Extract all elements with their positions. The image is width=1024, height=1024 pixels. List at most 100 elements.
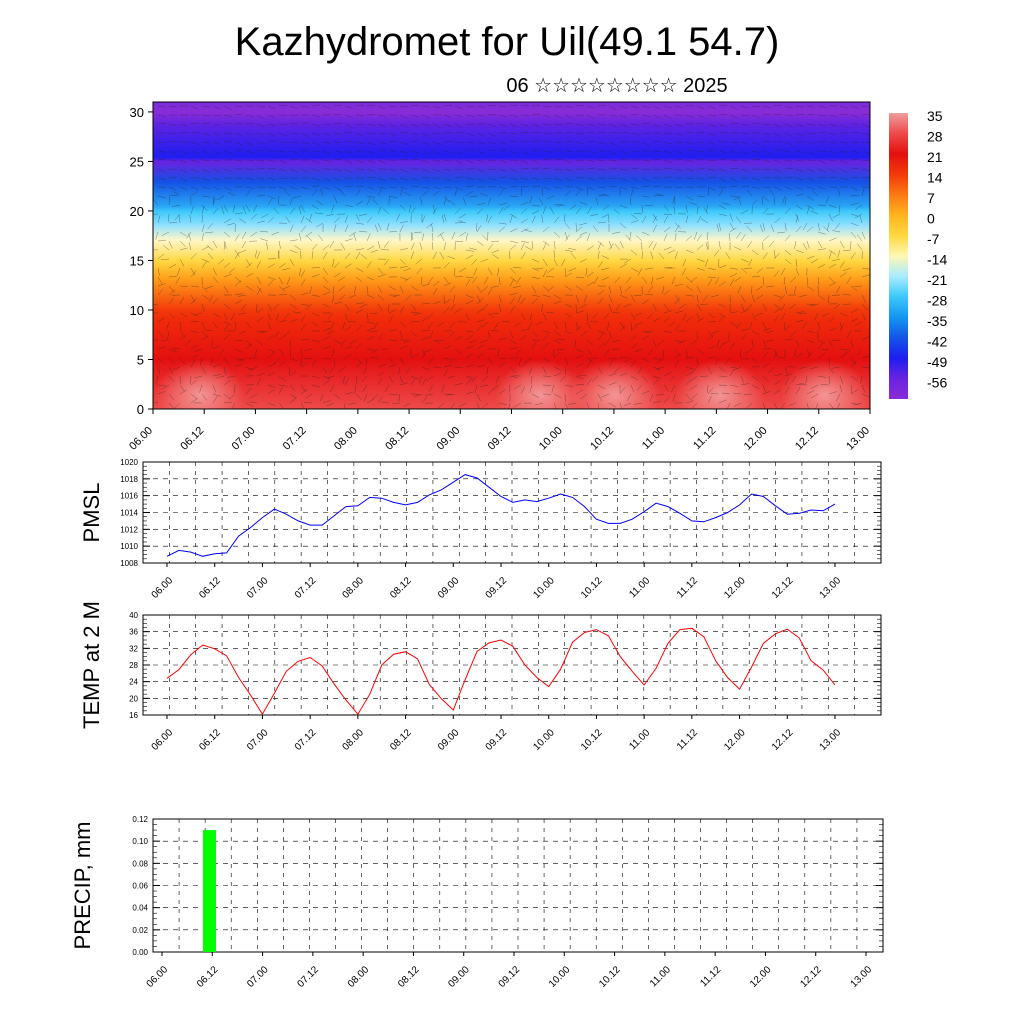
wind-barb bbox=[454, 141, 463, 144]
wind-barb bbox=[542, 114, 551, 118]
wind-barb bbox=[674, 123, 683, 127]
wind-barb bbox=[311, 177, 320, 181]
y-tick-label: 15 bbox=[130, 253, 144, 268]
wind-barb bbox=[482, 303, 489, 311]
wind-barb bbox=[443, 186, 452, 189]
wind-barb bbox=[432, 132, 442, 134]
wind-barb bbox=[179, 168, 188, 173]
wind-barb bbox=[316, 200, 324, 206]
wind-barb bbox=[476, 150, 485, 154]
wind-barb bbox=[859, 215, 863, 224]
wind-barb bbox=[748, 258, 753, 267]
wind-barb bbox=[696, 294, 699, 303]
colorbar-label: -42 bbox=[927, 334, 947, 350]
wind-barb bbox=[839, 150, 848, 153]
wind-barb bbox=[421, 378, 427, 386]
wind-barb bbox=[825, 195, 830, 204]
wind-barb bbox=[469, 247, 478, 251]
wind-barb bbox=[245, 141, 254, 146]
x-tick-label: 06.12 bbox=[197, 575, 223, 601]
wind-barb bbox=[201, 177, 210, 181]
wind-barb bbox=[586, 177, 595, 180]
wind-barb bbox=[201, 141, 210, 144]
wind-barb bbox=[729, 342, 736, 350]
wind-barb bbox=[372, 393, 379, 400]
wind-barb bbox=[806, 141, 815, 144]
temp-series-line bbox=[166, 627, 836, 716]
wind-barb bbox=[509, 132, 519, 135]
wind-barb bbox=[497, 348, 500, 357]
wind-barb bbox=[651, 276, 654, 285]
wind-barb bbox=[557, 204, 566, 207]
wind-barb bbox=[212, 207, 219, 215]
wind-barb bbox=[256, 159, 265, 162]
wind-barb bbox=[223, 218, 232, 224]
wind-barb bbox=[641, 159, 651, 162]
x-tick-label: 10.00 bbox=[531, 575, 557, 601]
wind-barb bbox=[718, 177, 727, 182]
wind-barb bbox=[286, 276, 291, 285]
wind-barb bbox=[657, 357, 665, 363]
wind-barb bbox=[178, 215, 181, 224]
wind-barb bbox=[227, 375, 236, 378]
wind-barb bbox=[696, 105, 705, 110]
wind-barb bbox=[707, 187, 710, 197]
wind-barb bbox=[762, 113, 772, 116]
wind-barb bbox=[656, 366, 665, 370]
wind-barb bbox=[707, 168, 716, 171]
wind-barb bbox=[476, 222, 478, 232]
x-tick-label: 12.12 bbox=[770, 727, 796, 753]
wind-barb bbox=[551, 384, 555, 393]
wind-barb bbox=[366, 233, 371, 242]
y-tick-label: 1010 bbox=[120, 542, 138, 551]
wind-barb bbox=[201, 195, 210, 198]
wind-barb bbox=[601, 276, 610, 281]
wind-barb bbox=[333, 217, 340, 224]
wind-barb bbox=[784, 222, 787, 231]
wind-barb bbox=[641, 122, 650, 125]
wind-barb bbox=[784, 366, 788, 375]
x-tick-label: 11.00 bbox=[627, 727, 652, 752]
y-tick-label: 0.08 bbox=[132, 859, 148, 868]
wind-barb bbox=[608, 402, 617, 408]
wind-barb bbox=[828, 316, 836, 323]
wind-barb bbox=[404, 276, 412, 282]
wind-barb bbox=[256, 287, 261, 296]
wind-barb bbox=[201, 294, 209, 300]
wind-barb bbox=[718, 222, 722, 231]
wind-barb bbox=[861, 250, 863, 260]
wind-barb bbox=[652, 215, 657, 224]
wind-barb bbox=[465, 312, 470, 321]
wind-barb bbox=[366, 123, 375, 126]
wind-barb bbox=[817, 240, 823, 249]
wind-barb bbox=[498, 159, 507, 163]
wind-barb bbox=[608, 382, 617, 386]
wind-barb bbox=[736, 231, 742, 239]
wind-barb bbox=[201, 186, 210, 190]
wind-barb bbox=[157, 114, 166, 117]
wind-barb bbox=[359, 213, 368, 217]
wind-barb bbox=[348, 402, 357, 405]
wind-barb bbox=[718, 384, 728, 386]
wind-barb bbox=[256, 114, 265, 119]
wind-barb bbox=[487, 267, 493, 275]
wind-barb bbox=[234, 357, 243, 361]
wind-barb bbox=[806, 132, 816, 134]
wind-barb bbox=[508, 402, 511, 409]
wind-barb bbox=[267, 114, 276, 118]
wind-barb bbox=[597, 221, 606, 224]
wind-barb bbox=[498, 141, 507, 145]
wind-barb bbox=[168, 186, 177, 191]
wind-barb bbox=[256, 316, 264, 323]
wind-barb bbox=[194, 348, 203, 352]
wind-barb bbox=[319, 393, 324, 402]
wind-barb bbox=[608, 285, 612, 294]
wind-barb bbox=[254, 249, 258, 258]
wind-barb bbox=[355, 325, 363, 332]
wind-barb bbox=[674, 297, 680, 305]
wind-barb bbox=[850, 213, 859, 217]
wind-barb bbox=[223, 204, 228, 213]
y-axis-label: PRECIP, mm bbox=[70, 822, 95, 950]
wind-barb bbox=[608, 150, 617, 155]
wind-barb bbox=[322, 244, 330, 251]
